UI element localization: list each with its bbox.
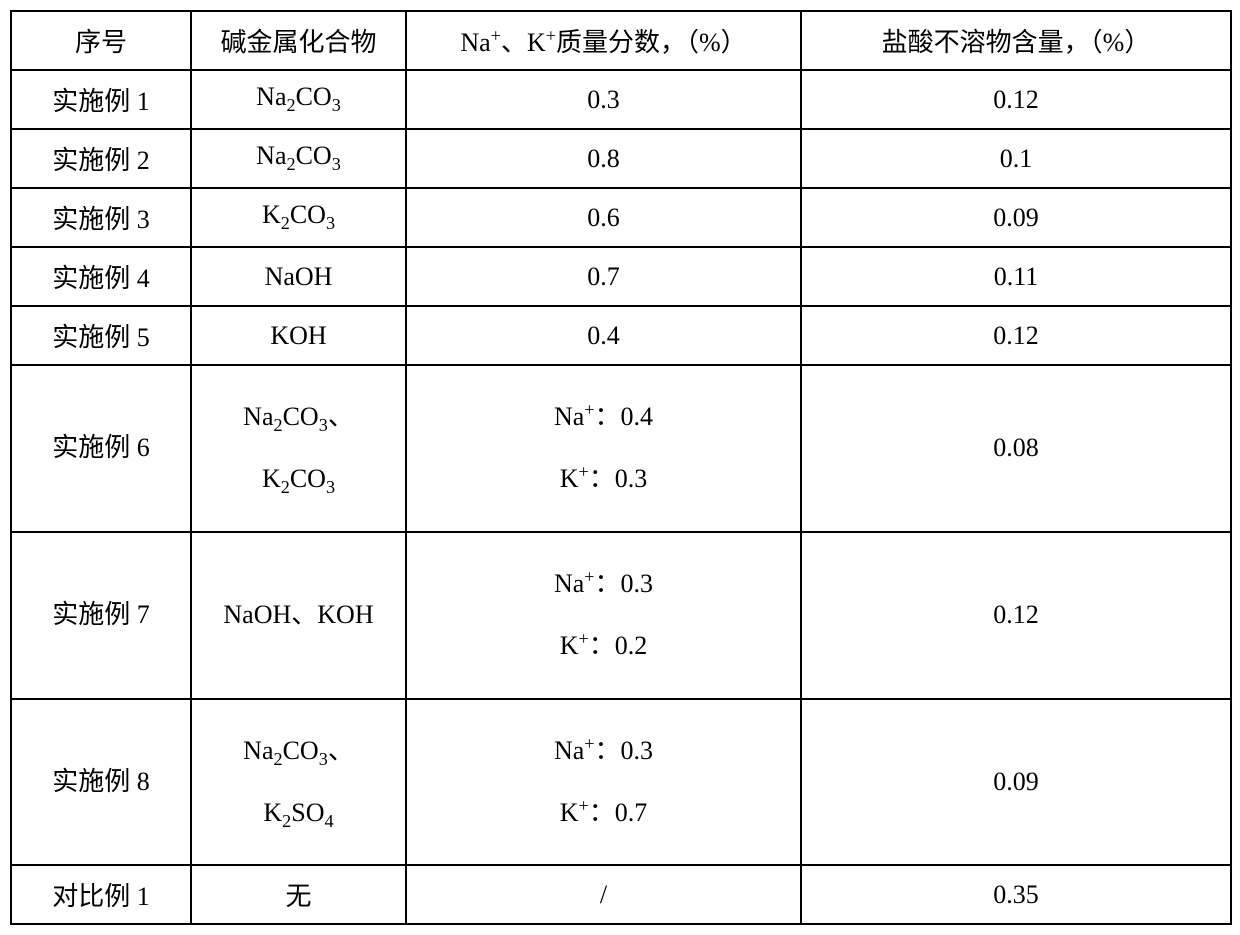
table-row: 实施例 4 NaOH 0.7 0.11 — [11, 247, 1231, 306]
table-row: 实施例 3 K2CO3 0.6 0.09 — [11, 188, 1231, 247]
table-row: 实施例 8 Na2CO3、K2SO4 Na+：0.3K+：0.7 0.09 — [11, 699, 1231, 866]
cell-seq: 实施例 7 — [11, 532, 191, 699]
cell-insoluble: 0.1 — [801, 129, 1231, 188]
cell-mass-fraction: Na+：0.4K+：0.3 — [406, 365, 801, 532]
cell-mass-fraction: 0.8 — [406, 129, 801, 188]
cell-mass-fraction: / — [406, 865, 801, 924]
header-cell-mass-fraction: Na+、K+质量分数，（%） — [406, 11, 801, 70]
cell-insoluble: 0.12 — [801, 70, 1231, 129]
cell-mass-fraction: 0.4 — [406, 306, 801, 365]
table-row: 对比例 1 无 / 0.35 — [11, 865, 1231, 924]
cell-mass-fraction: Na+：0.3K+：0.2 — [406, 532, 801, 699]
table-row: 实施例 2 Na2CO3 0.8 0.1 — [11, 129, 1231, 188]
cell-mass-fraction: 0.6 — [406, 188, 801, 247]
cell-compound: Na2CO3 — [191, 129, 406, 188]
cell-compound: Na2CO3、K2SO4 — [191, 699, 406, 866]
cell-compound: K2CO3 — [191, 188, 406, 247]
table-row: 实施例 5 KOH 0.4 0.12 — [11, 306, 1231, 365]
cell-seq: 实施例 2 — [11, 129, 191, 188]
cell-seq: 实施例 4 — [11, 247, 191, 306]
table-row: 实施例 1 Na2CO3 0.3 0.12 — [11, 70, 1231, 129]
table-header-row: 序号 碱金属化合物 Na+、K+质量分数，（%） 盐酸不溶物含量，（%） — [11, 11, 1231, 70]
cell-mass-fraction: Na+：0.3K+：0.7 — [406, 699, 801, 866]
cell-insoluble: 0.08 — [801, 365, 1231, 532]
cell-compound: Na2CO3、K2CO3 — [191, 365, 406, 532]
cell-insoluble: 0.09 — [801, 188, 1231, 247]
table-row: 实施例 7 NaOH、KOH Na+：0.3K+：0.2 0.12 — [11, 532, 1231, 699]
header-cell-seq: 序号 — [11, 11, 191, 70]
cell-seq: 实施例 6 — [11, 365, 191, 532]
cell-compound: 无 — [191, 865, 406, 924]
cell-mass-fraction: 0.7 — [406, 247, 801, 306]
table-row: 实施例 6 Na2CO3、K2CO3 Na+：0.4K+：0.3 0.08 — [11, 365, 1231, 532]
cell-compound: KOH — [191, 306, 406, 365]
header-cell-compound: 碱金属化合物 — [191, 11, 406, 70]
header-cell-insoluble: 盐酸不溶物含量，（%） — [801, 11, 1231, 70]
cell-insoluble: 0.09 — [801, 699, 1231, 866]
cell-insoluble: 0.11 — [801, 247, 1231, 306]
cell-seq: 实施例 1 — [11, 70, 191, 129]
cell-insoluble: 0.35 — [801, 865, 1231, 924]
cell-insoluble: 0.12 — [801, 306, 1231, 365]
cell-seq: 实施例 3 — [11, 188, 191, 247]
cell-seq: 对比例 1 — [11, 865, 191, 924]
cell-compound: NaOH — [191, 247, 406, 306]
cell-mass-fraction: 0.3 — [406, 70, 801, 129]
cell-seq: 实施例 5 — [11, 306, 191, 365]
data-table: 序号 碱金属化合物 Na+、K+质量分数，（%） 盐酸不溶物含量，（%） 实施例… — [10, 10, 1232, 925]
cell-compound: NaOH、KOH — [191, 532, 406, 699]
cell-compound: Na2CO3 — [191, 70, 406, 129]
cell-seq: 实施例 8 — [11, 699, 191, 866]
cell-insoluble: 0.12 — [801, 532, 1231, 699]
